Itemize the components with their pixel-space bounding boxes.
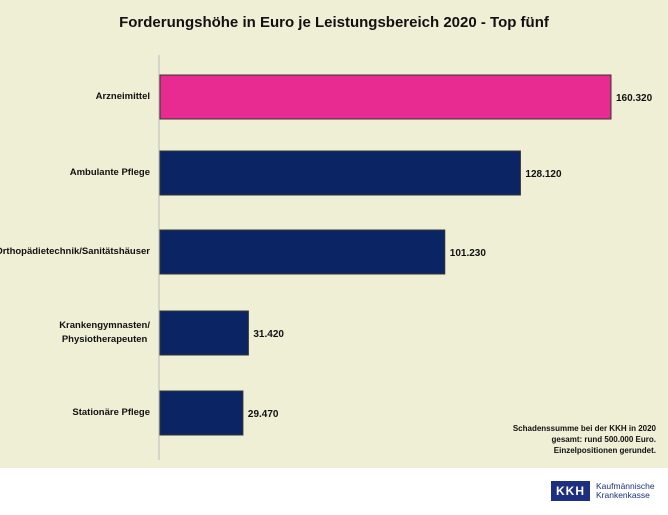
- note-line: Schadenssumme bei der KKH in 2020: [512, 424, 656, 433]
- bar: [159, 310, 249, 356]
- category-label: Orthopädietechnik/Sanitätshäuser: [0, 246, 150, 257]
- note-line: gesamt: rund 500.000 Euro.: [551, 435, 656, 444]
- data-label: 128.120: [525, 169, 562, 180]
- chart-title: Forderungshöhe in Euro je Leistungsberei…: [119, 14, 549, 31]
- bar: [159, 229, 446, 275]
- data-label: 160.320: [616, 93, 653, 104]
- data-label: 101.230: [450, 248, 487, 259]
- bar: [159, 390, 244, 436]
- data-label: 31.420: [253, 329, 284, 340]
- kkh-logo: KKH Kaufmännische Krankenkasse: [551, 481, 655, 501]
- category-label: Ambulante Pflege: [69, 167, 150, 178]
- logo-mark: KKH: [551, 481, 590, 501]
- category-label: Arzneimittel: [95, 91, 150, 102]
- bar: [159, 150, 521, 196]
- footnote: Schadenssumme bei der KKH in 2020 gesamt…: [513, 423, 656, 456]
- category-label: Krankengymnasten/Physiotherapeuten: [59, 320, 150, 345]
- note-line: Einzelpositionen gerundet.: [553, 446, 656, 455]
- bar: [159, 74, 612, 120]
- data-label: 29.470: [248, 409, 279, 420]
- category-label: Stationäre Pflege: [72, 407, 150, 418]
